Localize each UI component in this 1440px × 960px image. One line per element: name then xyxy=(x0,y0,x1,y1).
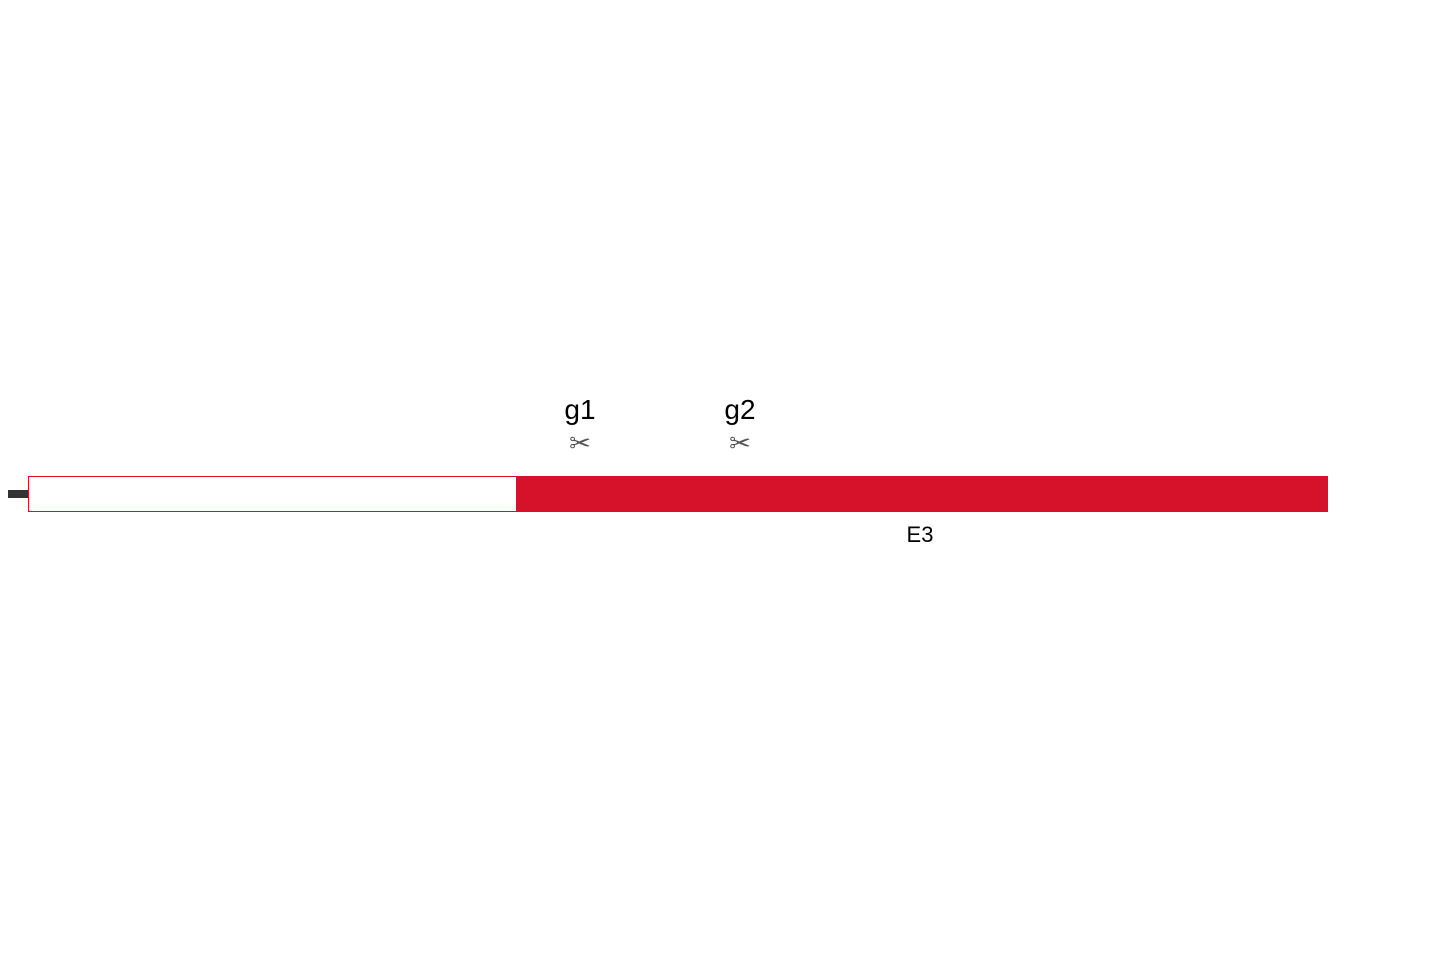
cut-label-g1: g1 xyxy=(564,394,595,426)
gene-diagram: g1 ✂ g2 ✂ E3 xyxy=(0,0,1440,960)
exon-box-fill xyxy=(516,476,1328,512)
scissors-icon-g2: ✂ xyxy=(729,430,751,456)
cut-label-g2: g2 xyxy=(724,394,755,426)
exon-label: E3 xyxy=(907,522,934,548)
scissors-icon-g1: ✂ xyxy=(569,430,591,456)
